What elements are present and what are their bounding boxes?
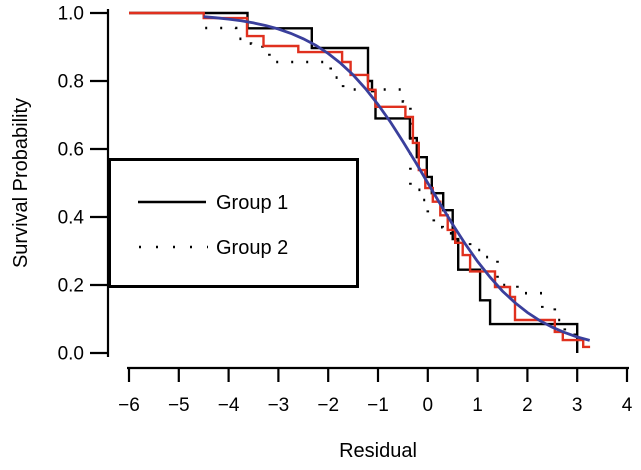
x-tick-label: 3 [572, 395, 583, 416]
x-tick-label: 1 [472, 395, 483, 416]
y-tick-label: 0.8 [58, 72, 84, 93]
y-tick-label: 1.0 [58, 4, 84, 25]
x-tick-label: −2 [317, 395, 339, 416]
x-tick-label: −5 [168, 395, 190, 416]
blue-smooth-curve [203, 15, 591, 342]
legend: Group 1 Group 2 [108, 158, 359, 288]
y-tick-label: 0.2 [58, 276, 84, 297]
y-axis-title: Survival Probability [10, 98, 32, 268]
y-tick-label: 0.6 [58, 140, 84, 161]
y-tick-label: 0.0 [58, 344, 84, 365]
tick-marks: −6 −5 −4 −3 −2 −1 0 1 2 3 4 0.0 0.2 0.4 0.6 0.8 1.0 [58, 4, 633, 417]
group-1-step-curve [129, 11, 579, 353]
x-tick-label: 2 [522, 395, 533, 416]
axes-layer: −6 −5 −4 −3 −2 −1 0 1 2 3 4 0.0 0.2 0.4 0.6 0.8 1.0 Resi… [10, 4, 633, 463]
x-tick-label: −6 [118, 395, 140, 416]
legend-label-group-2: Group 2 [216, 237, 288, 259]
series-layer [129, 11, 591, 353]
x-tick-label: −1 [367, 395, 389, 416]
y-tick-label: 0.4 [58, 208, 85, 229]
legend-label-group-1: Group 1 [216, 192, 288, 214]
x-axis-title: Residual [339, 440, 417, 462]
legend-box [108, 158, 359, 288]
red-step-curve [129, 11, 591, 349]
x-tick-label: 0 [423, 395, 434, 416]
x-tick-label: −3 [268, 395, 290, 416]
x-tick-label: 4 [622, 395, 633, 416]
x-tick-label: −4 [218, 395, 240, 416]
